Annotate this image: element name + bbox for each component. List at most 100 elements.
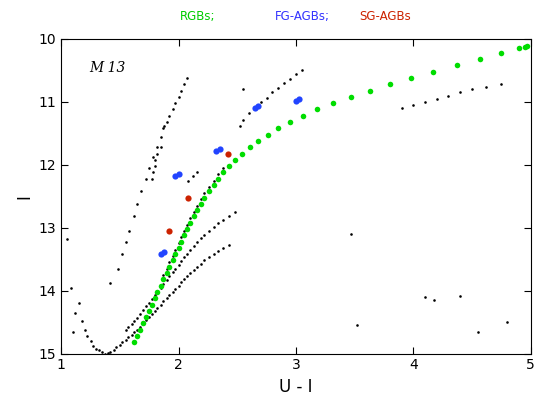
Point — [165, 259, 174, 266]
Point — [174, 245, 183, 251]
Point — [196, 260, 205, 267]
Point — [124, 324, 133, 330]
Point — [151, 163, 160, 169]
Point — [292, 97, 300, 104]
Point — [503, 319, 512, 326]
Point — [224, 212, 233, 219]
Point — [135, 323, 144, 330]
Point — [224, 163, 233, 169]
Point — [205, 254, 213, 261]
Point — [186, 215, 195, 222]
Point — [285, 75, 294, 82]
Point — [147, 311, 156, 317]
Point — [165, 113, 174, 119]
Point — [145, 314, 153, 321]
Point — [165, 263, 174, 270]
Point — [170, 247, 179, 253]
Point — [174, 240, 183, 247]
Point — [295, 95, 304, 102]
Point — [432, 358, 441, 365]
Point — [141, 317, 150, 323]
Point — [193, 203, 202, 209]
Point — [157, 282, 166, 289]
Point — [106, 349, 115, 355]
Point — [184, 177, 192, 184]
Point — [205, 188, 213, 194]
Point — [177, 238, 185, 245]
Point — [196, 196, 205, 203]
Point — [104, 350, 113, 356]
Point — [157, 301, 166, 308]
Point — [238, 150, 246, 157]
Point — [274, 125, 283, 132]
Point — [200, 190, 209, 196]
Point — [133, 314, 142, 321]
Text: SG-AGBs: SG-AGBs — [359, 10, 411, 23]
Point — [153, 289, 162, 295]
Text: RGBs;: RGBs; — [180, 10, 216, 23]
Point — [122, 238, 130, 245]
Point — [497, 81, 505, 88]
Point — [177, 258, 185, 264]
Point — [86, 338, 95, 344]
Point — [162, 270, 171, 276]
Point — [133, 326, 142, 333]
Point — [118, 339, 127, 346]
Point — [162, 119, 171, 125]
Point — [200, 231, 209, 238]
Point — [177, 279, 185, 286]
Point — [116, 342, 124, 348]
Point — [200, 194, 209, 201]
Point — [186, 247, 195, 253]
Point — [329, 100, 338, 106]
Point — [520, 43, 529, 50]
Point — [160, 122, 169, 129]
Point — [165, 228, 174, 234]
Point — [168, 253, 177, 259]
Point — [219, 165, 228, 171]
Point — [346, 231, 355, 237]
Point — [170, 286, 179, 292]
Point — [223, 150, 232, 157]
Point — [183, 226, 191, 232]
Point — [106, 280, 115, 286]
X-axis label: U - I: U - I — [279, 378, 312, 396]
Point — [180, 254, 189, 261]
Point — [193, 169, 202, 175]
Point — [224, 241, 233, 248]
Point — [151, 295, 160, 302]
Point — [214, 175, 223, 182]
Point — [254, 138, 263, 144]
Point — [170, 173, 179, 180]
Point — [180, 276, 189, 283]
Point — [215, 146, 224, 152]
Point — [145, 165, 153, 171]
Point — [230, 209, 239, 215]
Point — [183, 273, 191, 279]
Point — [397, 105, 406, 111]
Point — [147, 296, 156, 302]
Point — [230, 157, 239, 163]
Point — [430, 297, 439, 303]
Point — [239, 86, 248, 92]
Point — [162, 277, 171, 283]
Y-axis label: I: I — [15, 194, 33, 199]
Point — [151, 157, 160, 163]
Point — [89, 343, 97, 349]
Point — [452, 62, 461, 69]
Point — [189, 267, 198, 273]
Point — [133, 201, 142, 207]
Point — [122, 326, 130, 333]
Point — [239, 116, 248, 123]
Point — [353, 322, 361, 328]
Point — [429, 68, 438, 75]
Point — [184, 194, 192, 201]
Point — [170, 100, 179, 106]
Point — [183, 250, 191, 257]
Point — [177, 87, 185, 94]
Point — [189, 209, 198, 215]
Point — [130, 213, 139, 220]
Point — [210, 251, 218, 257]
Point — [268, 89, 277, 96]
Point — [148, 169, 157, 175]
